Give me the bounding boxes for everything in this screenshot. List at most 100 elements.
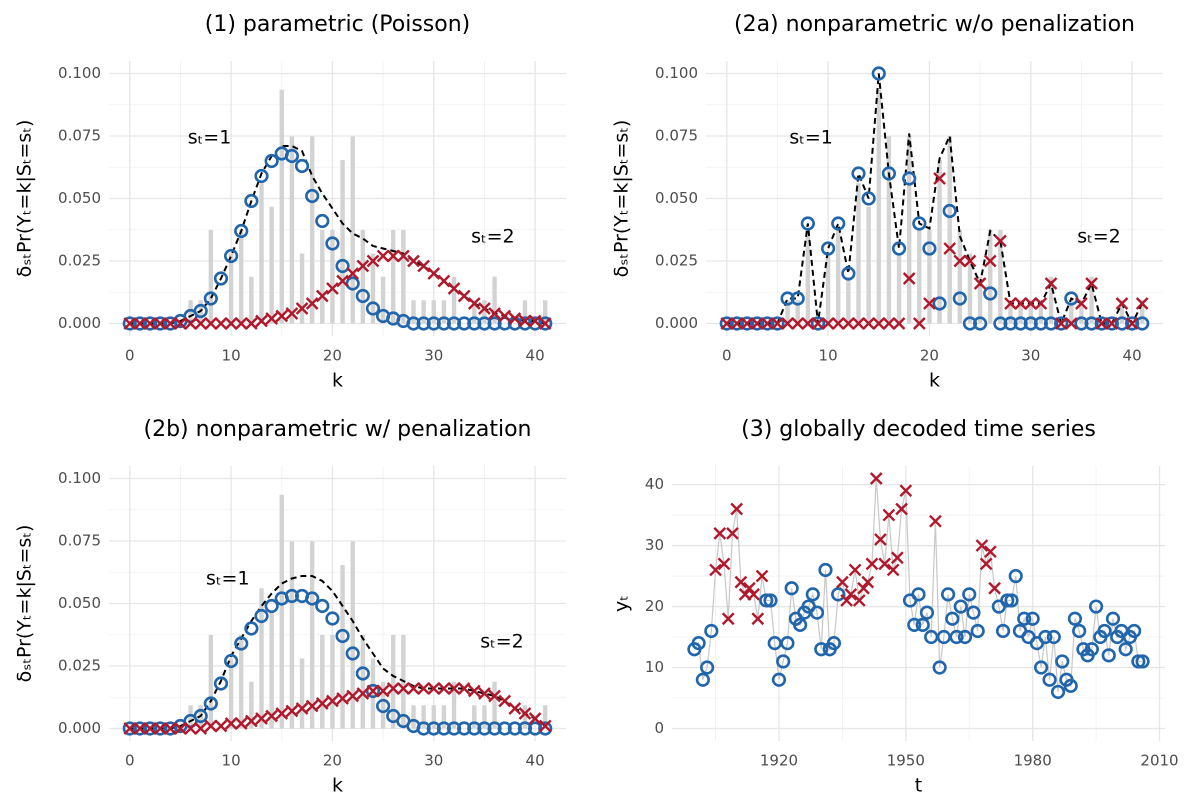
y-tick-label: 0.100 <box>58 64 101 82</box>
panel: 0 10 20 30 40 1920 1950 1980 2010 (3) globally de… <box>611 417 1179 797</box>
cross-marker <box>953 254 967 268</box>
cross-marker <box>740 317 754 330</box>
circle-marker <box>365 301 381 316</box>
cross-marker <box>979 557 993 571</box>
circle-marker <box>254 608 269 624</box>
cross-marker <box>315 289 329 303</box>
cross-marker <box>518 707 532 720</box>
circle-marker <box>1023 316 1038 331</box>
bar <box>917 230 922 324</box>
bar <box>896 253 902 324</box>
cross-marker <box>760 317 774 330</box>
y-tick-label: 0.050 <box>58 189 101 207</box>
circle-marker <box>355 288 370 304</box>
cross-marker <box>184 722 197 735</box>
circle-marker <box>254 168 269 184</box>
cross-marker <box>528 314 542 328</box>
cross-marker <box>869 472 883 485</box>
cross-marker <box>245 714 258 728</box>
mixture-line <box>726 73 1144 327</box>
circle-marker <box>1050 684 1066 700</box>
circle-marker <box>416 316 431 331</box>
x-axis-title: k <box>929 370 940 392</box>
circle-marker <box>831 216 846 231</box>
panel-title: (2a) nonparametric w/o penalization <box>734 12 1135 37</box>
cross-marker <box>1125 317 1139 330</box>
circle-marker <box>325 236 340 251</box>
cross-marker <box>467 684 481 698</box>
mixture-line <box>129 575 546 730</box>
cross-marker <box>163 317 177 330</box>
circle-marker <box>234 223 249 239</box>
bar <box>1089 276 1094 324</box>
circle-marker <box>932 660 947 675</box>
bar <box>320 230 325 324</box>
bar <box>472 705 477 729</box>
bar <box>1140 300 1145 324</box>
cross-marker <box>417 259 430 273</box>
cross-marker <box>861 575 875 589</box>
circle-marker <box>942 203 957 219</box>
cross-marker <box>265 709 278 723</box>
circle-marker <box>945 611 960 626</box>
cross-marker <box>1014 297 1027 310</box>
circle-marker <box>345 646 360 661</box>
x-tick-label: 10 <box>222 347 241 365</box>
bar <box>795 300 800 324</box>
cross-marker <box>755 569 769 583</box>
circle-marker <box>355 666 370 681</box>
circle-marker <box>142 316 158 331</box>
cross-marker <box>1064 317 1078 330</box>
bar <box>866 206 871 324</box>
circle-marker <box>695 672 710 687</box>
cross-marker <box>975 539 989 552</box>
circle-marker <box>1101 648 1116 663</box>
cross-marker <box>508 702 522 715</box>
bar <box>927 230 932 324</box>
cross-marker <box>437 274 451 288</box>
bar <box>380 276 386 324</box>
cross-marker <box>840 594 853 607</box>
bar <box>360 635 366 729</box>
circle-marker <box>729 316 745 331</box>
circle-marker <box>153 316 168 331</box>
circle-marker <box>477 316 492 331</box>
y-tick-label: 0.075 <box>58 127 101 145</box>
y-tick-label: 10 <box>645 658 664 676</box>
circle-marker <box>1084 642 1099 657</box>
circle-marker <box>919 605 935 620</box>
bar <box>340 565 345 729</box>
bar <box>330 230 335 324</box>
x-tick-label: 1950 <box>887 752 925 770</box>
cross-marker <box>457 289 471 303</box>
x-tick-label: 40 <box>526 752 545 770</box>
bar <box>259 588 264 729</box>
cross-marker <box>417 682 430 695</box>
cross-marker <box>734 575 748 589</box>
x-axis-title: k <box>332 775 343 797</box>
circle-marker <box>1017 611 1032 626</box>
circle-marker <box>995 623 1011 639</box>
circle-marker <box>907 617 922 632</box>
bar <box>350 541 355 729</box>
circle-marker <box>912 216 927 231</box>
bar <box>259 183 264 324</box>
bar <box>208 635 214 729</box>
circle-marker <box>517 721 533 736</box>
bar <box>441 705 447 729</box>
bar <box>876 89 881 324</box>
cross-marker <box>973 277 987 290</box>
circle-marker <box>193 708 208 724</box>
circle-marker <box>335 258 350 274</box>
circle-marker <box>132 316 148 331</box>
cross-marker <box>397 249 410 263</box>
cross-marker <box>265 312 278 325</box>
circle-marker <box>487 316 502 331</box>
circle-marker <box>805 587 820 602</box>
cross-marker <box>801 317 815 330</box>
bar <box>391 635 396 729</box>
circle-marker <box>970 623 985 639</box>
x-tick-label: 20 <box>920 347 939 365</box>
bar <box>856 183 861 324</box>
